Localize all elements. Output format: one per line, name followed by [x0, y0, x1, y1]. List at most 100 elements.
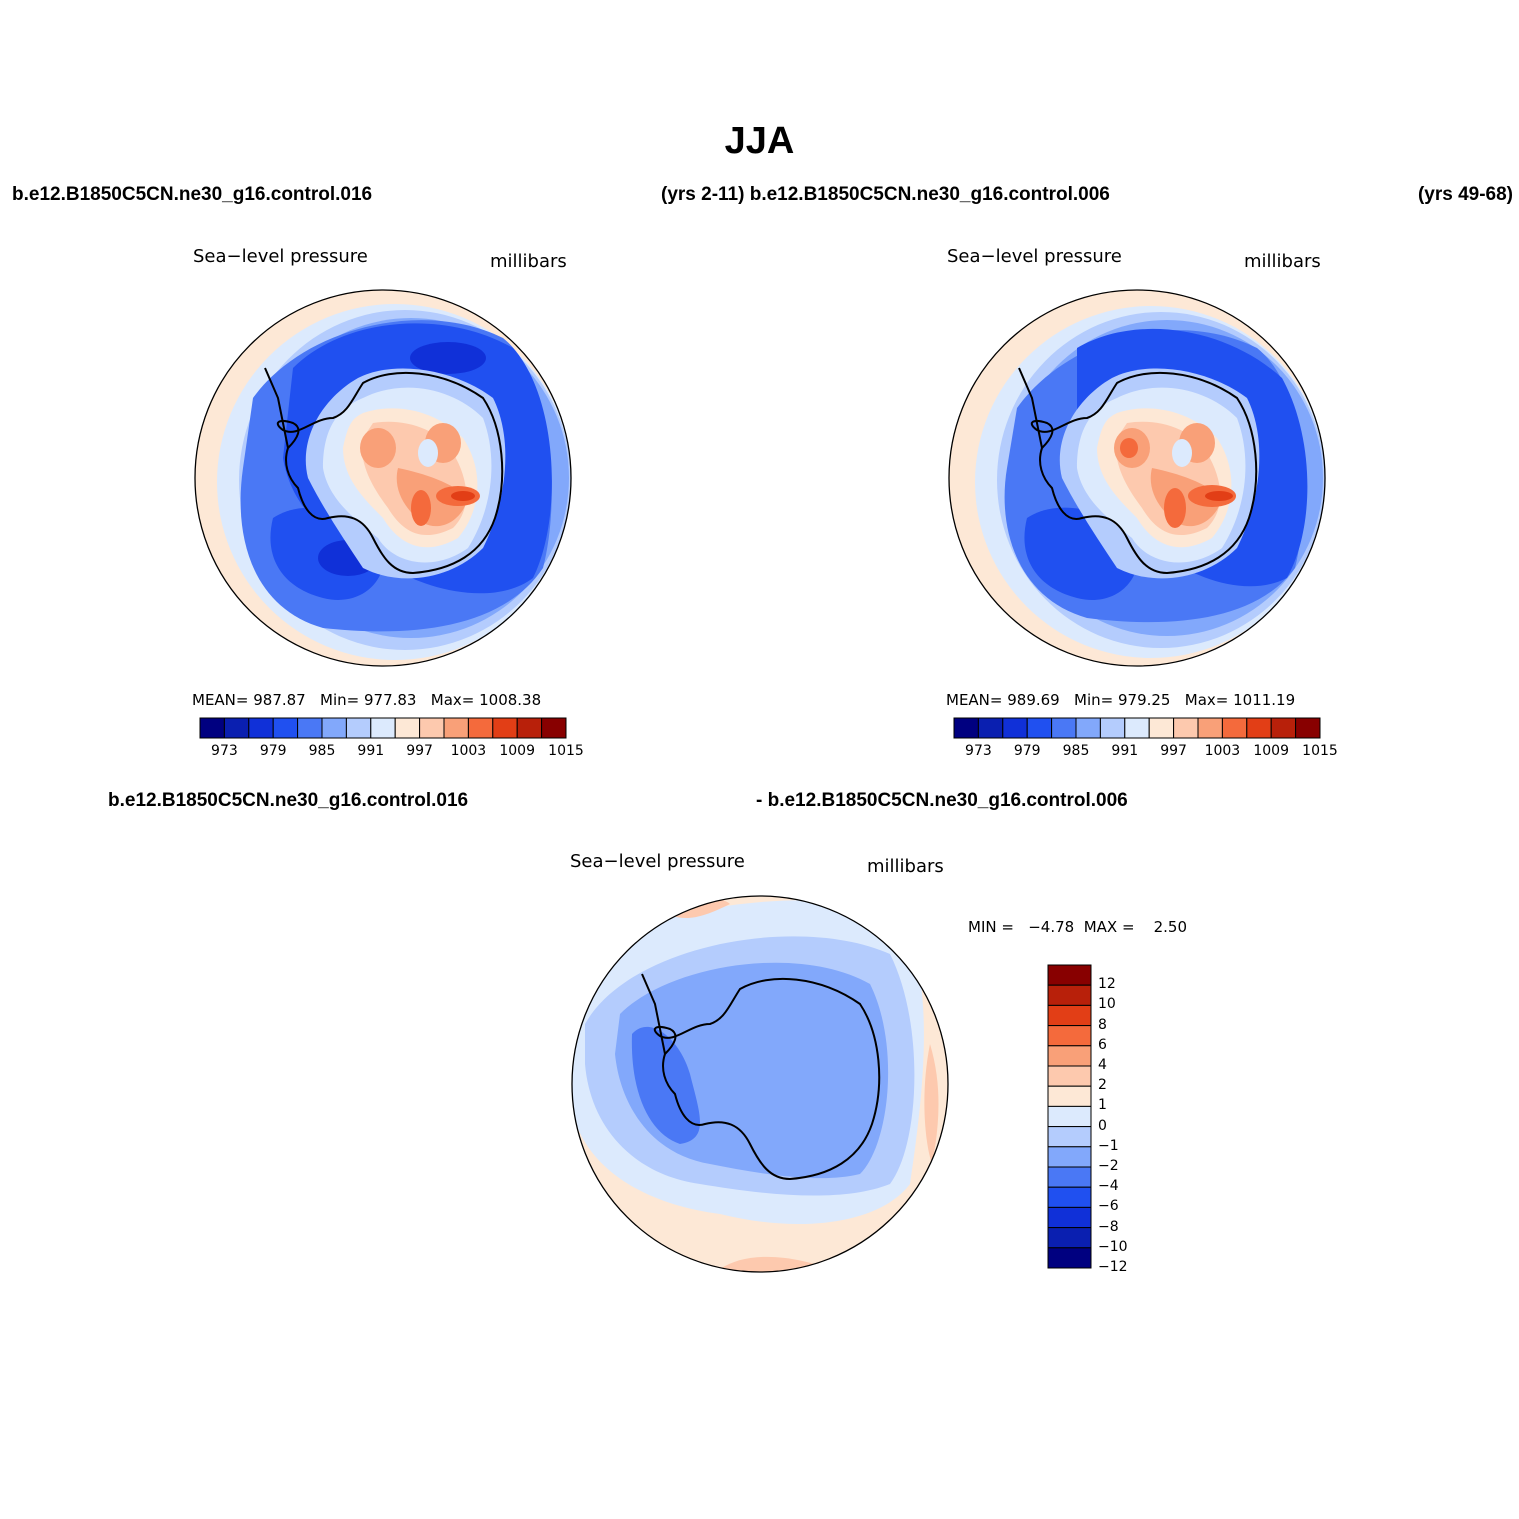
colorbar-swatch	[370, 717, 396, 739]
colorbar-tick-label: 991	[357, 743, 385, 759]
colorbar-swatch	[321, 717, 347, 739]
colorbar-swatch	[1047, 1025, 1092, 1047]
left-colorbar	[199, 717, 567, 739]
colorbar-swatch	[1047, 1206, 1092, 1229]
colorbar-tick-label: 1009	[1253, 743, 1289, 759]
colorbar-swatch	[1221, 717, 1248, 739]
colorbar-swatch	[1270, 717, 1297, 739]
left-antarctica-coastline	[276, 371, 504, 575]
colorbar-swatch	[1099, 717, 1126, 739]
right-units-label: millibars	[1244, 251, 1321, 272]
colorbar-swatch	[1047, 1085, 1092, 1107]
colorbar-tick-label: −1	[1098, 1137, 1119, 1154]
right-polar-map	[948, 289, 1326, 667]
right-antarctica-coastline	[1030, 371, 1258, 575]
figure-title: JJA	[724, 120, 795, 162]
left-variable-label: Sea−level pressure	[193, 246, 368, 267]
colorbar-swatch	[953, 717, 979, 739]
colorbar-tick-label: 4	[1098, 1057, 1107, 1073]
colorbar-tick-label: 985	[308, 743, 336, 759]
diff-polar-map	[571, 895, 949, 1273]
right-colorbar	[953, 717, 1321, 739]
colorbar-swatch	[248, 717, 274, 739]
colorbar-tick-label: 8	[1098, 1016, 1107, 1033]
diff-colorbar-ticks: 12 10 8 6 4 2 1 0 −1 −2 −4 −6 −8 −10 −12	[1098, 965, 1158, 1275]
colorbar-tick-label: 979	[259, 743, 287, 759]
diff-case-b: - b.e12.B1850C5CN.ne30_g16.control.006	[756, 790, 1128, 811]
colorbar-swatch	[223, 717, 250, 739]
colorbar-swatch	[1075, 717, 1101, 739]
colorbar-tick-label: 1015	[548, 743, 584, 759]
diff-antarctica-coastline	[653, 977, 881, 1181]
colorbar-tick-label: 973	[211, 743, 238, 759]
colorbar-swatch	[467, 717, 494, 739]
header-mid: (yrs 2-11) b.e12.B1850C5CN.ne30_g16.cont…	[661, 184, 1110, 205]
colorbar-tick-label: 997	[406, 743, 433, 759]
colorbar-tick-label: 1015	[1302, 743, 1338, 759]
colorbar-tick-label: 1003	[1204, 743, 1241, 759]
header-right: (yrs 49-68)	[1417, 184, 1513, 205]
colorbar-swatch	[1026, 717, 1053, 739]
colorbar-swatch	[443, 717, 469, 739]
colorbar-tick-label: 991	[1111, 743, 1139, 759]
left-colorbar-ticks: 973 979 985 991 997 1003 1009 1015	[200, 743, 584, 763]
colorbar-swatch	[1047, 1247, 1092, 1269]
colorbar-swatch	[199, 717, 225, 739]
colorbar-swatch	[297, 717, 323, 739]
colorbar-swatch	[394, 717, 421, 739]
colorbar-tick-label: 0	[1098, 1117, 1107, 1134]
colorbar-swatch	[1197, 717, 1223, 739]
colorbar-swatch	[1047, 1105, 1092, 1128]
colorbar-tick-label: 6	[1098, 1036, 1107, 1053]
header-left-case: b.e12.B1850C5CN.ne30_g16.control.016	[12, 184, 373, 205]
right-stats: MEAN= 989.69 Min= 979.25 Max= 1011.19	[946, 691, 1296, 709]
colorbar-swatch	[1047, 964, 1092, 986]
colorbar-swatch	[1295, 717, 1321, 739]
colorbar-swatch	[516, 717, 543, 739]
colorbar-swatch	[1124, 717, 1150, 739]
right-variable-label: Sea−level pressure	[947, 246, 1122, 267]
diff-case-a: b.e12.B1850C5CN.ne30_g16.control.016	[108, 790, 469, 811]
colorbar-swatch	[1047, 1065, 1092, 1087]
colorbar-tick-label: 12	[1098, 976, 1116, 993]
diff-colorbar	[1047, 964, 1092, 1269]
colorbar-tick-label: 979	[1013, 743, 1041, 759]
colorbar-tick-label: −6	[1098, 1198, 1119, 1215]
diff-stats: MIN = −4.78 MAX = 2.50	[968, 918, 1188, 936]
colorbar-swatch	[1246, 717, 1272, 739]
colorbar-tick-label: 10	[1098, 996, 1116, 1013]
diff-variable-label: Sea−level pressure	[570, 851, 745, 872]
colorbar-tick-label: 1003	[450, 743, 487, 759]
colorbar-swatch	[977, 717, 1004, 739]
colorbar-swatch	[1051, 717, 1077, 739]
colorbar-tick-label: 973	[965, 743, 992, 759]
colorbar-swatch	[492, 717, 518, 739]
colorbar-swatch	[1047, 1126, 1092, 1148]
colorbar-swatch	[1047, 984, 1092, 1006]
colorbar-swatch	[272, 717, 299, 739]
colorbar-swatch	[1173, 717, 1199, 739]
colorbar-swatch	[1047, 1146, 1092, 1168]
colorbar-tick-label: 985	[1062, 743, 1090, 759]
colorbar-tick-label: −4	[1098, 1178, 1119, 1195]
colorbar-tick-label: −2	[1098, 1158, 1119, 1174]
colorbar-tick-label: 1	[1098, 1097, 1107, 1114]
colorbar-tick-label: 2	[1098, 1077, 1107, 1094]
colorbar-swatch	[1002, 717, 1028, 739]
colorbar-swatch	[1047, 1186, 1092, 1208]
right-colorbar-ticks: 973 979 985 991 997 1003 1009 1015	[954, 743, 1338, 763]
colorbar-tick-label: 1009	[499, 743, 535, 759]
left-polar-map	[194, 289, 572, 667]
colorbar-swatch	[1047, 1227, 1092, 1249]
colorbar-swatch	[1047, 1004, 1092, 1027]
colorbar-swatch	[1148, 717, 1175, 739]
colorbar-swatch	[419, 717, 445, 739]
left-units-label: millibars	[490, 251, 567, 272]
colorbar-tick-label: 997	[1160, 743, 1187, 759]
colorbar-tick-label: −12	[1098, 1259, 1128, 1275]
colorbar-swatch	[541, 717, 567, 739]
left-stats: MEAN= 987.87 Min= 977.83 Max= 1008.38	[192, 691, 542, 709]
colorbar-tick-label: −8	[1098, 1218, 1119, 1235]
diff-units-label: millibars	[867, 856, 944, 877]
colorbar-swatch	[1047, 1045, 1092, 1067]
